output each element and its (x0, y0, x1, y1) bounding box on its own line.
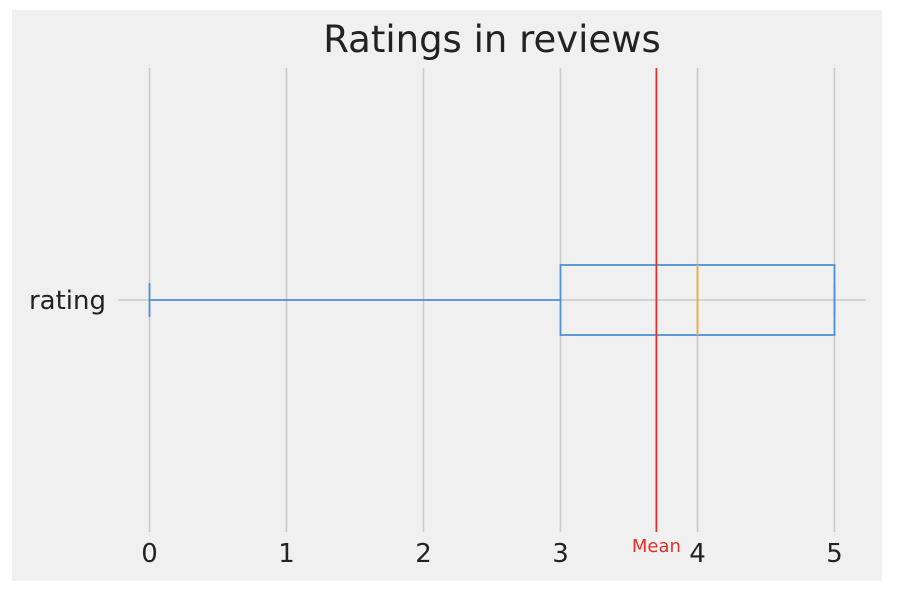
chart-title: Ratings in reviews (323, 18, 660, 61)
x-tick-label-0: 0 (141, 539, 158, 569)
mean-group: Mean (632, 68, 681, 557)
figure-background (12, 10, 882, 581)
x-axis-ticks: 0 1 2 3 4 5 (141, 539, 843, 569)
mean-label: Mean (632, 536, 681, 557)
x-tick-label-5: 5 (826, 539, 843, 569)
x-tick-label-1: 1 (278, 539, 295, 569)
y-axis-labels: rating (29, 286, 106, 316)
x-tick-label-4: 4 (689, 539, 706, 569)
category-label-0: rating (29, 286, 106, 316)
x-tick-label-2: 2 (415, 539, 432, 569)
box-group (148, 264, 836, 336)
x-tick-label-3: 3 (552, 539, 569, 569)
